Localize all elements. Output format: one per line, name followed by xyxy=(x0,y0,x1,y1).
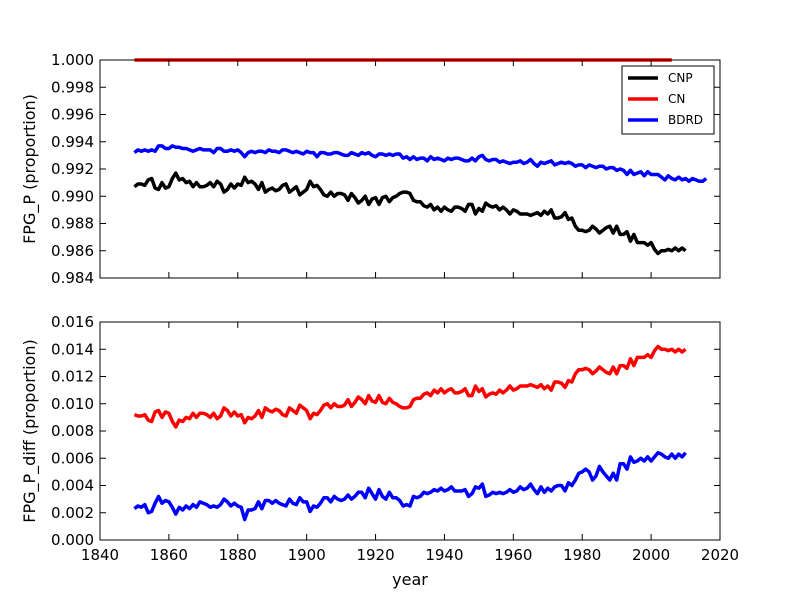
series-line-cn xyxy=(133,344,687,429)
legend-label-bdrd: BDRD xyxy=(668,113,703,127)
y-tick-label: 0.984 xyxy=(51,269,94,287)
x-tick-label: 1960 xyxy=(494,546,532,564)
plot-panels: 0.984 0.986 0.988 0.990 0.992 0.994 0.996 0.998… xyxy=(20,51,739,564)
legend: CNP CN BDRD xyxy=(621,65,715,135)
x-tick-label: 1840 xyxy=(81,546,119,564)
legend-label-cn: CN xyxy=(668,92,685,106)
y-tick-label: 0.992 xyxy=(51,160,94,178)
x-axis-label: year xyxy=(392,570,428,589)
x-tick-label: 1900 xyxy=(288,546,326,564)
y-tick-label: 0.010 xyxy=(51,395,94,413)
subplot-2: 0.000 0.002 0.004 0.006 0.008 0.010 0.012 0.014… xyxy=(20,313,739,564)
y-tick-label: 0.000 xyxy=(51,531,94,549)
x-tick-label: 1980 xyxy=(563,546,601,564)
y-tick-label: 0.004 xyxy=(51,477,94,495)
series-line-cnp xyxy=(133,171,687,256)
y-tick-label: 0.012 xyxy=(51,368,94,386)
y-tick-label: 1.000 xyxy=(51,51,94,69)
y-tick-label: 0.998 xyxy=(51,78,94,96)
x-tick-label: 2020 xyxy=(701,546,739,564)
y-tick-label: 0.988 xyxy=(51,215,94,233)
y-axis-label: FPG_P_diff (proportion) xyxy=(20,339,40,522)
x-tick-label: 1860 xyxy=(150,546,188,564)
legend-label-cnp: CNP xyxy=(668,71,693,85)
y-tick-label: 0.996 xyxy=(51,106,94,124)
y-tick-label: 0.002 xyxy=(51,504,94,522)
y-tick-label: 0.994 xyxy=(51,133,94,151)
x-tick-label: 1920 xyxy=(356,546,394,564)
x-tick-label: 1880 xyxy=(219,546,257,564)
series-line-bdrd xyxy=(133,144,708,184)
y-tick-label: 0.008 xyxy=(51,422,94,440)
y-tick-label: 0.986 xyxy=(51,242,94,260)
subplot-1: 0.984 0.986 0.988 0.990 0.992 0.994 0.996 0.998… xyxy=(20,51,721,287)
y-tick-label: 0.014 xyxy=(51,340,94,358)
x-tick-label: 1940 xyxy=(425,546,463,564)
y-axis-label: FPG_P (proportion) xyxy=(20,94,40,244)
x-tick-label: 2000 xyxy=(632,546,670,564)
y-tick-label: 0.006 xyxy=(51,449,94,467)
y-tick-label: 0.990 xyxy=(51,187,94,205)
series-line-bdrd xyxy=(133,451,687,522)
y-tick-label: 0.016 xyxy=(51,313,94,331)
